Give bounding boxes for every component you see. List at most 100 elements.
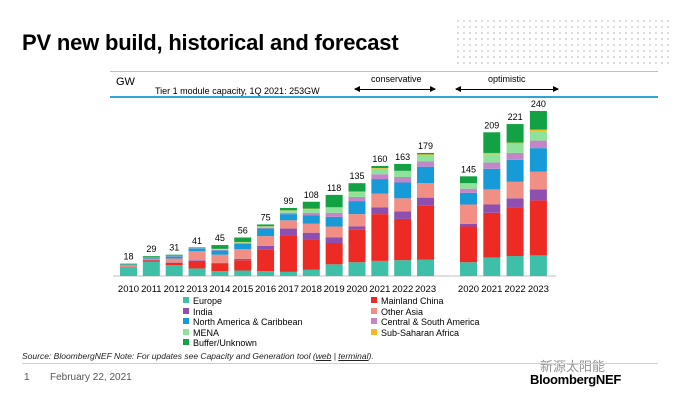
bar-segment-north-america-and-caribbean-16: [506, 159, 524, 182]
footer-rule: [22, 363, 658, 364]
total-label-14: 145: [461, 164, 476, 174]
bar-segment-central-and-south-america-17: [529, 140, 547, 149]
source-terminal-link[interactable]: terminal: [338, 351, 369, 361]
scenario-optimistic-label: optimistic: [488, 74, 526, 84]
bar-segment-mainland-china-12: [394, 218, 412, 261]
bar-segment-buffer-unknown-2: [165, 254, 183, 256]
bar-segment-europe-11: [371, 260, 389, 277]
bar-segment-central-and-south-america-10: [348, 196, 366, 202]
bar-segment-sub-saharan-africa-13: [417, 154, 435, 155]
bar-segment-buffer-unknown-16: [506, 124, 524, 143]
x-tick-label-5: 2015: [232, 284, 253, 295]
legend-label-mena: MENA: [193, 327, 220, 338]
bar-segment-europe-9: [325, 264, 343, 276]
source-web-link[interactable]: web: [315, 351, 332, 361]
bar-segment-mainland-china-14: [460, 226, 477, 263]
x-tick-label-4: 2014: [209, 284, 230, 295]
optimistic-range-arrow: [455, 86, 559, 92]
bar-segment-other-asia-1: [142, 258, 160, 260]
bar-segment-other-asia-6: [257, 236, 275, 246]
bar-segment-central-and-south-america-11: [371, 174, 389, 180]
bar-segment-other-asia-7: [279, 220, 297, 229]
total-label-7: 99: [283, 196, 293, 206]
bar-segment-other-asia-12: [394, 198, 412, 212]
x-tick-label-9: 2019: [324, 284, 345, 295]
bar-segment-buffer-unknown-15: [483, 132, 501, 153]
bar-segment-mainland-china-13: [417, 205, 435, 260]
bar-segment-europe-5: [234, 270, 252, 276]
bar-segment-mainland-china-5: [234, 260, 252, 271]
bar-segment-india-7: [279, 228, 297, 236]
bar-segment-other-asia-11: [371, 193, 389, 208]
bar-segment-europe-8: [302, 269, 320, 276]
x-tick-label-8: 2018: [301, 284, 322, 295]
total-label-9: 118: [327, 183, 341, 193]
bar-segment-europe-3: [188, 268, 206, 276]
legend-swatch-mena: [183, 328, 189, 335]
bar-segment-other-asia-0: [120, 265, 137, 267]
x-tick-label-15: 2021: [481, 284, 502, 295]
bar-segment-north-america-and-caribbean-6: [257, 228, 275, 237]
x-tick-label-3: 2013: [186, 284, 207, 295]
source-prefix: Source: BloombergNEF Note: For updates s…: [22, 351, 316, 361]
bar-segment-other-asia-9: [325, 226, 343, 238]
bar-segment-mainland-china-11: [371, 214, 389, 261]
bar-segment-central-and-south-america-8: [302, 212, 320, 216]
header-blue-rule: [110, 96, 658, 98]
bar-segment-mainland-china-7: [279, 235, 297, 272]
bar-segment-north-america-and-caribbean-4: [211, 250, 229, 255]
header-rule: [110, 71, 658, 72]
legend-item-india: India: [183, 307, 213, 317]
bar-segment-mena-9: [325, 207, 343, 213]
bar-segment-buffer-unknown-4: [211, 245, 229, 249]
bar-segment-central-and-south-america-14: [460, 188, 477, 193]
bar-segment-buffer-unknown-8: [302, 201, 320, 209]
x-tick-label-0: 2010: [118, 284, 139, 295]
total-label-11: 160: [372, 154, 387, 164]
bar-segment-mainland-china-3: [188, 260, 206, 269]
total-label-12: 163: [395, 152, 410, 162]
bar-segment-europe-14: [460, 262, 477, 276]
bar-segment-mainland-china-4: [211, 263, 229, 272]
bar-segment-north-america-and-caribbean-2: [165, 256, 183, 259]
x-tick-label-11: 2021: [369, 284, 390, 295]
legend-label-india: India: [193, 306, 213, 317]
bar-segment-buffer-unknown-5: [234, 237, 252, 242]
legend-label-mainland-china: Mainland China: [381, 296, 444, 306]
legend-label-europe: Europe: [193, 296, 223, 306]
bar-segment-mainland-china-1: [142, 260, 160, 262]
bar-segment-north-america-and-caribbean-14: [460, 192, 477, 205]
total-label-5: 56: [238, 226, 248, 236]
bar-segment-other-asia-5: [234, 249, 252, 259]
x-tick-label-6: 2016: [255, 284, 276, 295]
legend-swatch-central-and-south-america: [371, 318, 377, 324]
bar-segment-sub-saharan-africa-11: [371, 168, 389, 169]
bar-segment-india-12: [394, 211, 412, 219]
bar-segment-buffer-unknown-10: [348, 183, 366, 192]
bar-segment-sub-saharan-africa-17: [529, 129, 547, 131]
total-label-10: 135: [349, 171, 364, 181]
bar-segment-central-and-south-america-6: [257, 227, 275, 229]
total-label-0: 18: [123, 252, 133, 262]
bar-segment-other-asia-3: [188, 251, 206, 261]
bar-segment-buffer-unknown-7: [279, 207, 297, 211]
bar-segment-north-america-and-caribbean-7: [279, 214, 297, 221]
bar-segment-europe-17: [529, 255, 547, 277]
bar-segment-north-america-and-caribbean-17: [529, 148, 547, 172]
x-tick-label-10: 2020: [346, 284, 367, 295]
page-title: PV new build, historical and forecast: [22, 30, 399, 55]
bar-segment-mena-8: [302, 209, 320, 213]
x-tick-label-14: 2020: [458, 284, 479, 295]
bar-segment-india-16: [506, 198, 524, 208]
capacity-note: Tier 1 module capacity, 1Q 2021: 253GW: [155, 86, 320, 96]
bar-segment-other-asia-2: [165, 258, 183, 263]
bar-segment-mena-17: [529, 130, 547, 141]
bar-segment-north-america-and-caribbean-0: [120, 264, 137, 266]
legend-swatch-india: [183, 307, 189, 314]
legend-swatch-europe: [183, 297, 189, 303]
bar-segment-mainland-china-17: [529, 200, 547, 256]
bar-segment-north-america-and-caribbean-3: [188, 248, 206, 252]
bar-segment-europe-0: [120, 267, 137, 276]
bar-segment-central-and-south-america-7: [279, 212, 297, 215]
total-label-3: 41: [192, 236, 202, 246]
